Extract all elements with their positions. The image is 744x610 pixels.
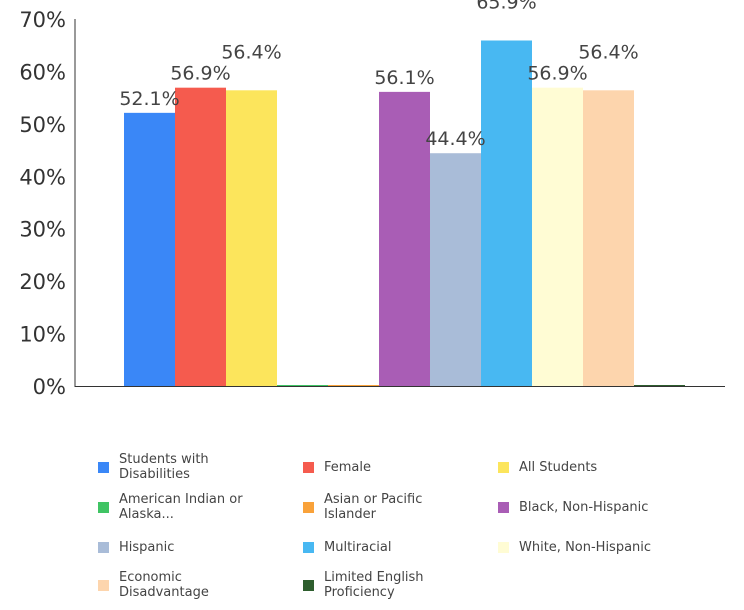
y-tick-label: 70% [19, 8, 66, 32]
legend-item: Hispanic [98, 532, 288, 562]
legend-item: White, Non-Hispanic [498, 532, 688, 562]
legend-label: Asian or Pacific Islander [324, 492, 423, 522]
legend-label: Black, Non-Hispanic [519, 499, 649, 515]
y-tick-labels: 0% 10% 20% 30% 40% 50% 60% 70% [19, 8, 66, 399]
legend-swatch [98, 501, 109, 513]
bar [124, 112, 175, 387]
bar-chart: 0%10%20%30%40%50%60%70% 52.1%56.9%56.4%5… [19, 0, 725, 399]
legend-label: Limited English Proficiency [324, 570, 424, 600]
legend-swatch [498, 541, 509, 553]
legend-label: Economic Disadvantage [119, 570, 209, 600]
legend-item: Multiracial [303, 532, 493, 562]
bar [481, 40, 532, 386]
bar [430, 153, 481, 386]
y-tick-label: 30% [19, 218, 66, 242]
y-tick-label: 40% [19, 165, 66, 189]
bar [277, 385, 328, 386]
legend-item: Limited English Proficiency [303, 570, 493, 600]
legend-item: Economic Disadvantage [98, 570, 288, 600]
legend-swatch [98, 461, 109, 473]
data-label: 52.1% [119, 88, 179, 110]
bar [379, 91, 430, 386]
legend-swatch [303, 461, 314, 473]
y-tick-label: 0% [33, 375, 66, 399]
data-labels: 52.1%56.9%56.4%56.1%44.4%65.9%56.9%56.4% [119, 0, 638, 150]
legend-label: Students with Disabilities [119, 452, 209, 482]
data-label: 56.4% [221, 41, 281, 63]
bar [583, 90, 634, 386]
data-label: 56.9% [170, 63, 230, 85]
bar [226, 90, 277, 386]
y-tick-label: 60% [19, 60, 66, 84]
legend-item: Asian or Pacific Islander [303, 492, 493, 522]
legend-swatch [303, 541, 314, 553]
y-tick-label: 20% [19, 270, 66, 294]
y-tick-label: 10% [19, 323, 66, 347]
bar [634, 385, 685, 386]
data-label: 65.9% [476, 0, 536, 13]
legend-label: Hispanic [119, 539, 175, 555]
legend-item: Students with Disabilities [98, 452, 288, 482]
data-label: 56.1% [374, 67, 434, 89]
legend-label: American Indian or Alaska... [119, 492, 243, 522]
bar [532, 87, 583, 386]
bar [175, 87, 226, 386]
legend-swatch [303, 579, 314, 591]
bars [124, 40, 685, 387]
data-label: 56.4% [578, 41, 638, 63]
legend-swatch [498, 501, 509, 513]
legend-swatch [98, 541, 109, 553]
data-label: 44.4% [425, 128, 485, 150]
legend-swatch [303, 501, 314, 513]
bar [328, 385, 379, 386]
legend-label: Female [324, 459, 372, 475]
legend-swatch [498, 461, 509, 473]
legend-swatch [98, 579, 109, 591]
legend-item: All Students [498, 452, 688, 482]
legend-item: Black, Non-Hispanic [498, 492, 688, 522]
legend-item: Female [303, 452, 493, 482]
legend-label: All Students [519, 459, 598, 475]
legend-item: American Indian or Alaska... [98, 492, 288, 522]
y-tick-label: 50% [19, 113, 66, 137]
legend-label: White, Non-Hispanic [519, 539, 652, 555]
legend-label: Multiracial [324, 539, 392, 555]
data-label: 56.9% [527, 63, 587, 85]
